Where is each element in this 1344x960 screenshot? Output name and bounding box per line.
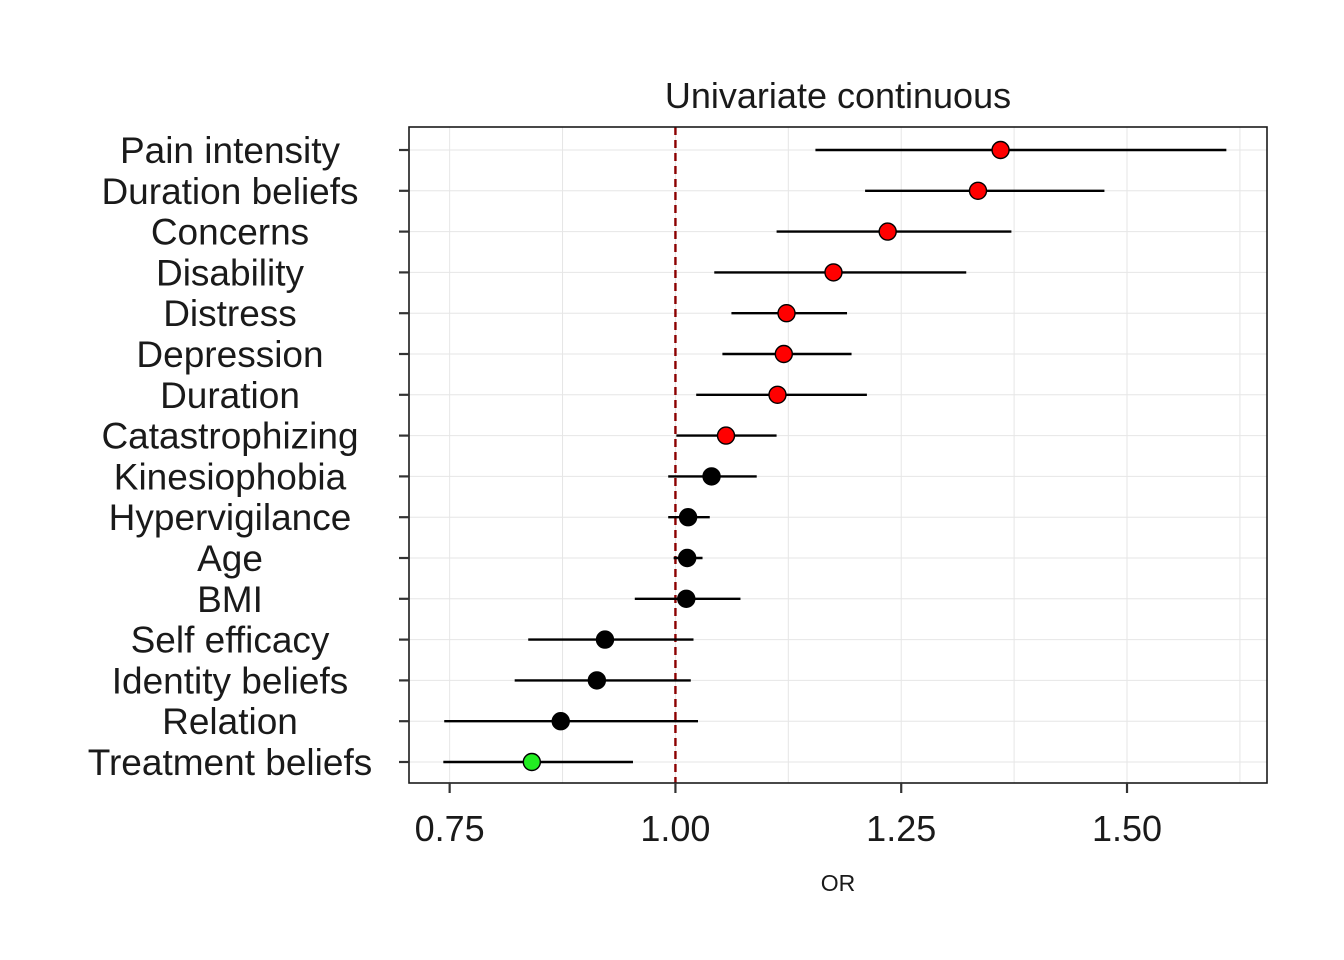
x-axis-title: OR bbox=[821, 870, 856, 896]
y-tick-label: Duration beliefs bbox=[101, 171, 358, 212]
odds-ratio-point bbox=[595, 630, 615, 649]
y-tick-label: Catastrophizing bbox=[101, 416, 358, 457]
odds-ratio-point bbox=[522, 752, 542, 772]
x-tick-label: 0.75 bbox=[415, 808, 485, 849]
y-tick-label: Kinesiophobia bbox=[114, 456, 347, 497]
odds-ratio-point bbox=[774, 344, 794, 364]
odds-ratio-point bbox=[878, 222, 897, 241]
panel-border bbox=[408, 126, 1268, 784]
odds-ratio-point bbox=[677, 589, 696, 608]
odds-ratio-point bbox=[777, 304, 796, 323]
odds-ratio-point bbox=[678, 508, 698, 527]
odds-ratio-point bbox=[991, 140, 1010, 160]
odds-ratio-point bbox=[768, 385, 787, 404]
y-tick-label: Duration bbox=[160, 375, 300, 416]
point-layer bbox=[522, 140, 1010, 772]
odds-ratio-point bbox=[551, 712, 570, 731]
odds-ratio-point bbox=[824, 263, 843, 282]
y-tick-label: Age bbox=[197, 538, 263, 579]
x-tick-label: 1.50 bbox=[1092, 808, 1162, 849]
x-tick-label: 1.25 bbox=[866, 808, 936, 849]
chart-title: Univariate continuous bbox=[665, 75, 1011, 116]
odds-ratio-point bbox=[702, 467, 721, 486]
y-tick-label: Disability bbox=[156, 252, 305, 293]
y-tick-label: Pain intensity bbox=[120, 130, 341, 171]
y-tick-label: Distress bbox=[163, 293, 297, 334]
odds-ratio-point bbox=[968, 181, 988, 201]
y-tick-label: Concerns bbox=[151, 212, 309, 253]
y-tick-label: Identity beliefs bbox=[112, 660, 349, 701]
odds-ratio-point bbox=[587, 671, 607, 690]
odds-ratio-point bbox=[677, 548, 697, 568]
x-tick-label: 1.00 bbox=[640, 808, 710, 849]
y-tick-label: Hypervigilance bbox=[109, 497, 352, 538]
y-tick-label: Relation bbox=[162, 701, 298, 742]
y-tick-label: BMI bbox=[197, 579, 263, 620]
x-axis: 0.75 1.00 1.25 1.50 bbox=[415, 783, 1162, 849]
y-tick-label: Self efficacy bbox=[131, 620, 330, 661]
y-tick-label: Treatment beliefs bbox=[88, 742, 372, 783]
odds-ratio-point bbox=[716, 426, 736, 445]
y-tick-label: Depression bbox=[136, 334, 323, 375]
